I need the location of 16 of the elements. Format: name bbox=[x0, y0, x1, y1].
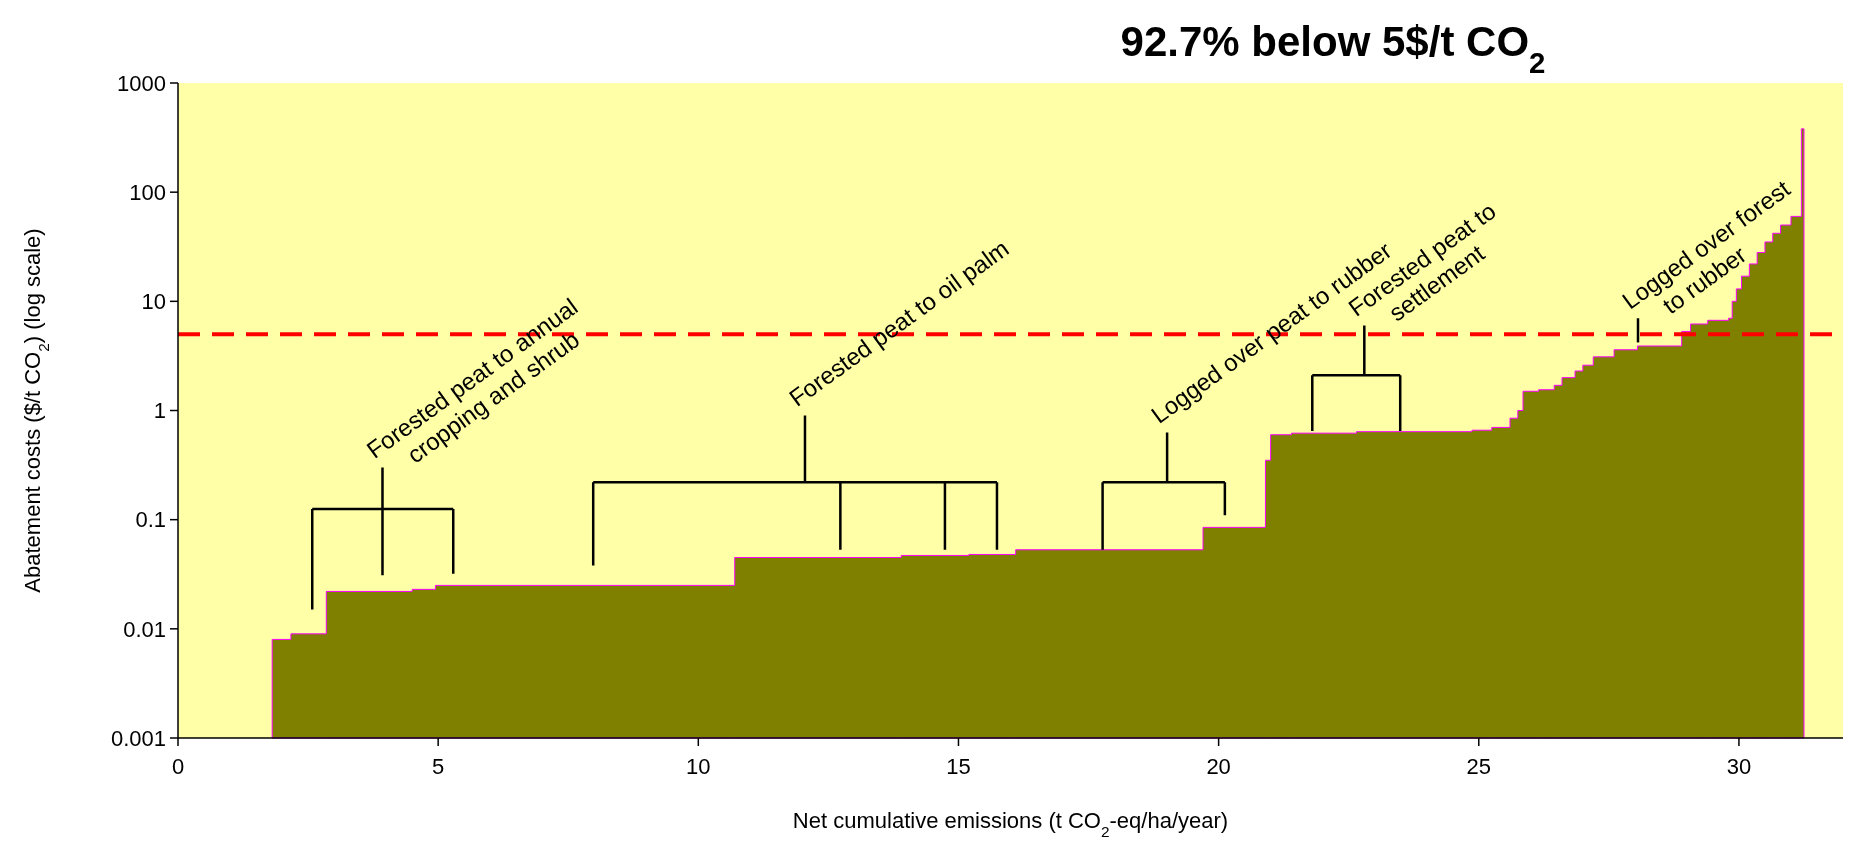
x-tick-label: 20 bbox=[1206, 754, 1231, 779]
x-tick-label: 30 bbox=[1726, 754, 1752, 779]
x-tick-label: 25 bbox=[1466, 754, 1492, 779]
x-axis-title: Net cumulative emissions (t CO$_{2}$-eq/ha/year) bbox=[792, 808, 1229, 840]
chart-title: 92.7% below 5$/t CO$_{2}$ bbox=[1120, 18, 1546, 79]
y-tick-label: 0.1 bbox=[135, 507, 166, 533]
y-tick-label: 10 bbox=[141, 289, 166, 315]
x-tick-label: 15 bbox=[946, 754, 971, 779]
x-tick-label: 0 bbox=[171, 754, 185, 779]
x-tick-label: 10 bbox=[686, 754, 711, 779]
y-tick-label: 100 bbox=[129, 179, 166, 205]
y-tick-label: 1 bbox=[153, 398, 166, 424]
y-tick-label: 1000 bbox=[117, 70, 166, 96]
x-tick-label: 5 bbox=[432, 754, 445, 779]
y-tick-label: 0.01 bbox=[123, 616, 166, 642]
y-tick-label: 0.001 bbox=[110, 725, 166, 751]
